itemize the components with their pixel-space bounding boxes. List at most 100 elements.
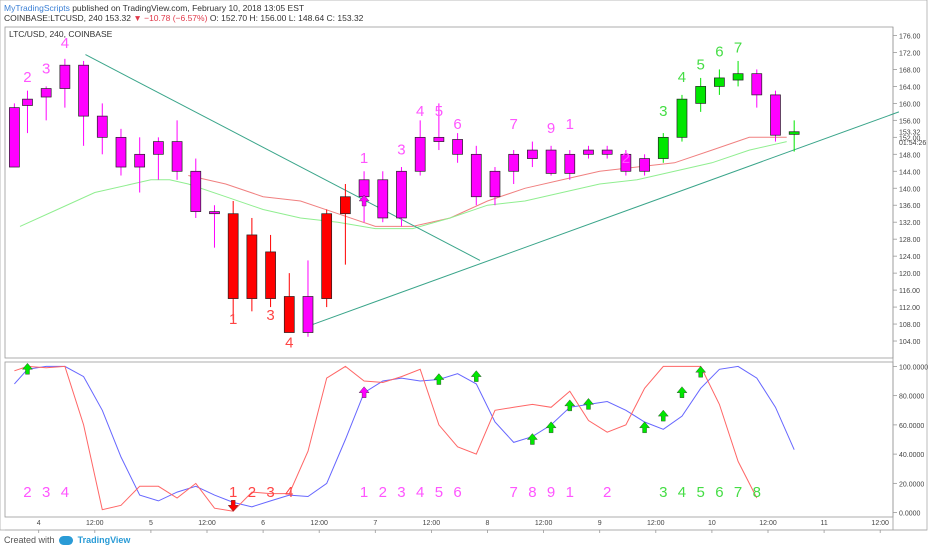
candle-body — [583, 149, 594, 155]
price-axis-label: 128.00 — [899, 237, 921, 244]
price-axis-label: 144.00 — [899, 169, 921, 176]
time-axis-label: 12:00 — [759, 520, 777, 527]
setup-count-label: 3 — [42, 61, 50, 78]
pane-title: LTC/USD, 240, COINBASE — [9, 29, 113, 39]
quote-line: COINBASE:LTCUSD, 240 153.32 ▼ −10.78 (−6… — [4, 13, 904, 23]
candle-body — [489, 170, 501, 198]
oscillator-line — [14, 365, 795, 508]
candle-body — [358, 179, 370, 198]
oscillator-count-label: 8 — [753, 484, 761, 501]
oscillator-axis-label: 60.0000 — [899, 423, 924, 430]
candle — [788, 120, 800, 152]
setup-count-label: 7 — [510, 116, 518, 133]
candle — [639, 154, 650, 176]
candle-body — [115, 136, 127, 168]
setup-count-label: 1 — [566, 116, 574, 133]
price-marker-label: 01:54:26 — [899, 140, 926, 147]
oscillator-arrow-icon — [22, 362, 33, 375]
candle-body — [639, 158, 650, 172]
candle — [209, 205, 220, 248]
candle-body — [788, 131, 800, 135]
candle — [657, 133, 669, 163]
candle-body — [414, 136, 426, 172]
tradingview-link[interactable]: TradingView — [77, 535, 131, 545]
time-axis-label: 12:00 — [86, 520, 104, 527]
price-axis-label: 176.00 — [899, 33, 921, 40]
oscillator-count-label: 3 — [397, 484, 405, 501]
price-axis-label: 116.00 — [899, 288, 920, 295]
candle-body — [377, 179, 389, 219]
oscillator-axis-label: 20.0000 — [899, 481, 924, 488]
oscillator-count-label: 8 — [528, 484, 536, 501]
candle — [470, 145, 482, 206]
time-axis-label: 9 — [598, 520, 602, 527]
setup-count-label: 6 — [715, 44, 723, 61]
candle — [433, 103, 445, 151]
candle-body — [676, 98, 688, 138]
candle — [751, 69, 763, 108]
price-axis-label: 108.00 — [899, 322, 921, 329]
candle — [78, 60, 89, 146]
candle — [96, 103, 108, 155]
oscillator-arrow-icon — [545, 421, 557, 434]
setup-count-label: 3 — [266, 307, 274, 324]
candle — [620, 150, 632, 176]
setup-count-label: 2 — [622, 150, 630, 167]
oscillator-count-label: 9 — [547, 484, 555, 501]
oscillator-count-label: 1 — [566, 484, 574, 501]
candle-body — [153, 141, 164, 155]
time-axis-label: 12:00 — [423, 520, 441, 527]
candle — [676, 94, 688, 142]
candle-body — [545, 149, 557, 174]
trendline — [307, 111, 900, 327]
price-pane — [4, 26, 894, 359]
candle-body — [508, 153, 520, 172]
candle — [340, 184, 351, 265]
candle — [489, 167, 501, 206]
oscillator-arrow-icon — [358, 386, 370, 398]
oscillator-count-label: 4 — [61, 484, 69, 501]
price-axis-label: 132.00 — [899, 220, 921, 227]
candle — [452, 133, 463, 163]
candle-body — [527, 149, 538, 159]
price-axis-label: 104.00 — [899, 339, 921, 346]
candle-body — [59, 64, 71, 89]
price-change: ▼ −10.78 (−6.57%) — [133, 13, 208, 23]
time-axis-label: 4 — [37, 520, 41, 527]
setup-count-label: 4 — [416, 103, 424, 120]
oscillator-count-label: 2 — [23, 484, 31, 501]
ohlc-values: O: 152.70 H: 156.00 L: 148.64 C: 153.32 — [209, 13, 364, 23]
time-axis-label: 12:00 — [871, 520, 889, 527]
time-axis-label: 12:00 — [647, 520, 665, 527]
brand-link[interactable]: MyTradingScripts — [4, 3, 70, 13]
candle — [564, 150, 576, 180]
created-with-label: Created with — [4, 535, 55, 545]
candle-body — [283, 296, 295, 333]
price-axis-label: 168.00 — [899, 67, 921, 74]
oscillator-axis-label: 0.0000 — [899, 511, 921, 518]
candle — [321, 209, 333, 308]
oscillator-count-label: 6 — [715, 484, 723, 501]
candle — [227, 200, 239, 320]
candle — [770, 90, 781, 142]
time-axis-label: 8 — [486, 520, 490, 527]
setup-count-label: 9 — [547, 120, 555, 137]
candle-body — [209, 211, 220, 215]
setup-count-label: 3 — [659, 103, 667, 120]
oscillator-arrow-icon — [564, 399, 576, 412]
setup-count-label: 1 — [360, 150, 368, 167]
candle — [153, 137, 164, 180]
chart-header: MyTradingScripts published on TradingVie… — [4, 3, 904, 23]
candle — [171, 120, 183, 180]
oscillator-line — [14, 365, 758, 512]
oscillator-arrow-icon — [526, 433, 538, 445]
candle — [414, 120, 426, 176]
candle-body — [452, 139, 463, 155]
oscillator-count-label: 2 — [248, 484, 256, 501]
candle — [302, 260, 314, 337]
candle-body — [751, 73, 763, 96]
oscillator-count-label: 1 — [360, 484, 368, 501]
price-axis-label: 156.00 — [899, 118, 921, 125]
setup-count-label: 6 — [453, 116, 461, 133]
